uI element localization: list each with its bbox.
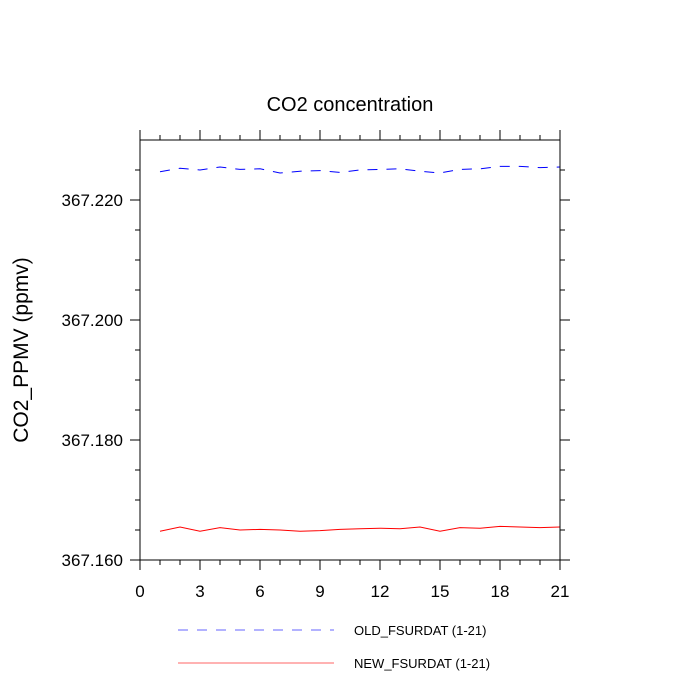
x-tick-label: 6 <box>255 582 264 601</box>
y-axis-label: CO2_PPMV (ppmv) <box>10 257 33 443</box>
x-tick-label: 0 <box>135 582 144 601</box>
y-tick-label: 367.180 <box>62 431 123 450</box>
legend-label-1: OLD_FSURDAT (1-21) <box>354 623 486 638</box>
x-tick-label: 9 <box>315 582 324 601</box>
x-tick-label: 18 <box>491 582 510 601</box>
legend: OLD_FSURDAT (1-21) NEW_FSURDAT (1-21) <box>178 623 490 671</box>
y-tick-label: 367.220 <box>62 191 123 210</box>
y-tick-label: 367.200 <box>62 311 123 330</box>
data-series <box>159 165 561 532</box>
plot-frame <box>139 139 561 561</box>
chart-title: CO2 concentration <box>267 94 434 116</box>
y-tick-label: 367.160 <box>62 551 123 570</box>
axis-tick-labels: 0 3 6 9 12 15 18 21 367.160 367.180 367.200 367.220 <box>62 191 570 601</box>
x-tick-label: 21 <box>551 582 570 601</box>
legend-label-2: NEW_FSURDAT (1-21) <box>354 656 490 671</box>
x-tick-label: 3 <box>195 582 204 601</box>
axis-ticks <box>130 130 570 570</box>
series-line-1 <box>159 165 561 174</box>
series-line-2 <box>159 525 561 532</box>
x-tick-label: 12 <box>371 582 390 601</box>
x-tick-label: 15 <box>431 582 450 601</box>
